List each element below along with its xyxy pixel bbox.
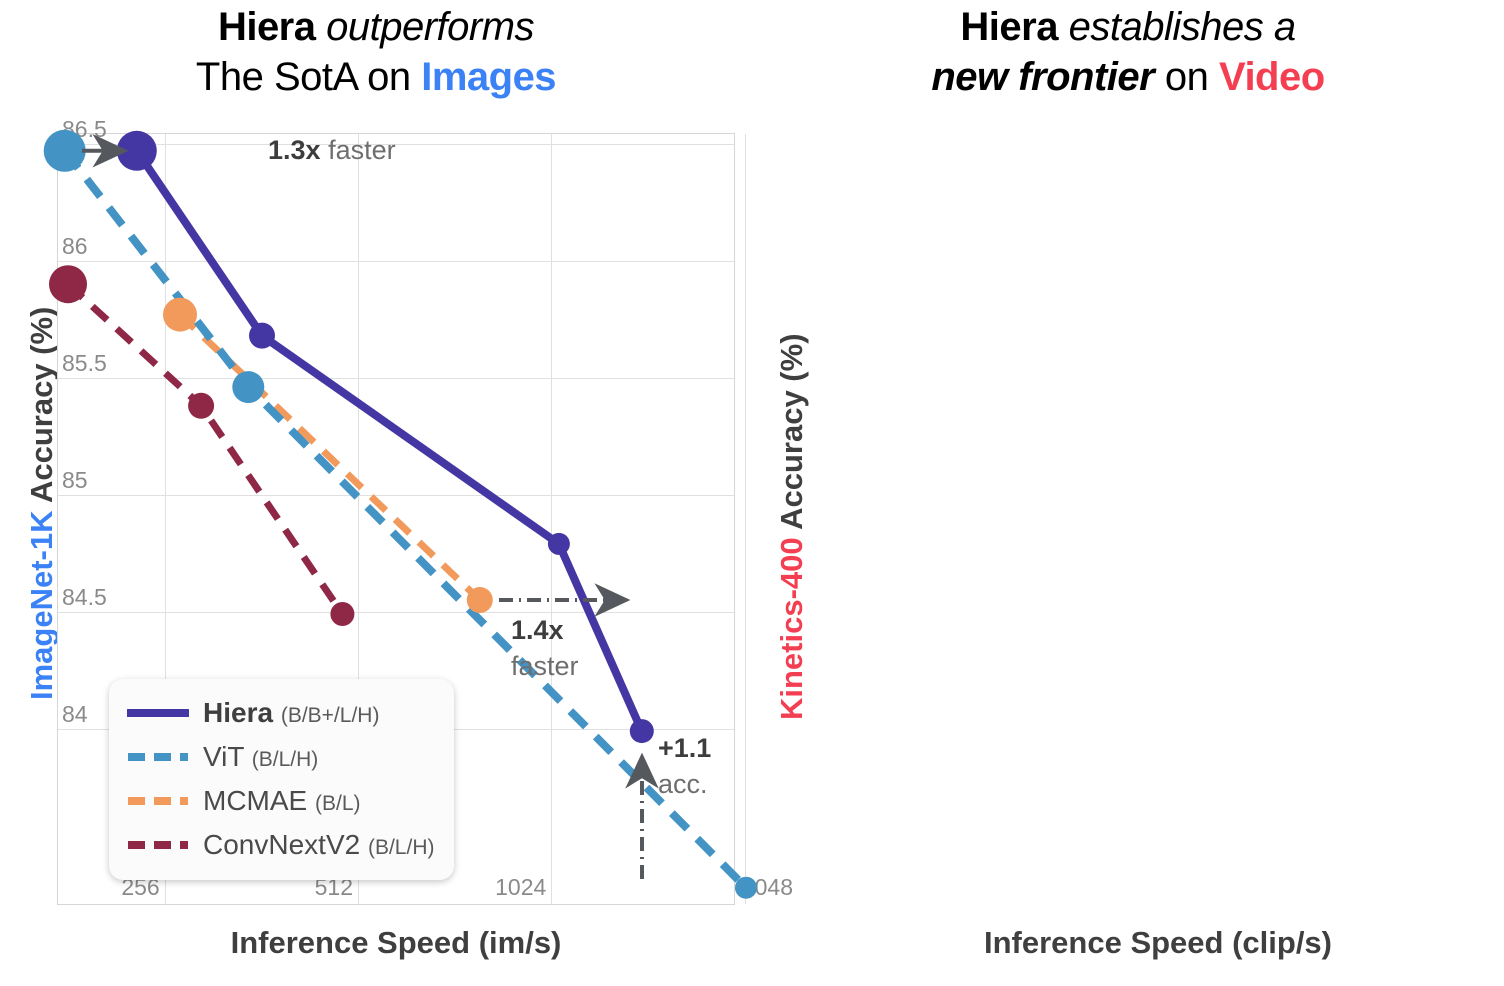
left-legend: Hiera (B/B+/L/H) ViT (B/L/H) [109, 679, 454, 880]
left-title-sota: The SotA on [195, 55, 411, 99]
annotation-1-4x-text: faster [511, 651, 579, 681]
legend-variants-hiera: (B/B+/L/H) [280, 704, 380, 727]
gridline-v [744, 134, 746, 904]
legend-name-convnextv2: ConvNextV2 [203, 829, 361, 860]
left-series-layer [43, 129, 757, 899]
series-line-hiera [132, 146, 646, 736]
gridline-v [164, 134, 166, 904]
data-point-mcmae-b [466, 587, 493, 613]
left-chart-title: Hiera outperforms The SotA on Images [0, 2, 752, 102]
y-tick-label: 86 [62, 232, 88, 259]
gridline-h [58, 377, 734, 379]
annotation-1-4x-faster: 1.4x faster [511, 612, 579, 684]
annotation-plus-1-1-acc: +1.1 acc. [658, 730, 711, 802]
annotation-1-3x-value: 1.3x [268, 135, 321, 165]
annotation-1-3x-text: faster [320, 135, 396, 165]
y-tick-label: 85 [62, 466, 88, 493]
right-chart-panel: Hiera establishes a new frontier on Vide… [752, 0, 1504, 986]
right-title-word-establishes: establishes a [1068, 5, 1296, 49]
data-point-convnextv2-b [330, 602, 355, 626]
legend-label-mcmae: MCMAE (B/L) [203, 785, 361, 817]
right-title-word-hiera: Hiera [960, 5, 1058, 49]
annotation-plus-1-1-value: +1.1 [658, 733, 712, 763]
right-y-axis-dataset: Kinetics-400 [774, 537, 809, 720]
legend-variants-mcmae: (B/L) [315, 792, 361, 815]
y-tick-label: 84.5 [62, 583, 107, 610]
data-point-hiera-l [249, 322, 275, 349]
right-title-on: on [1164, 55, 1209, 99]
legend-name-hiera: Hiera [203, 697, 274, 728]
left-chart-panel: Hiera outperforms The SotA on Images Ima… [0, 2, 793, 960]
right-x-axis-label: Inference Speed (clip/s) [984, 925, 1332, 960]
legend-name-vit: ViT [203, 741, 244, 772]
gridline-h [58, 260, 734, 262]
legend-name-mcmae: MCMAE [203, 785, 308, 816]
y-tick-label: 84 [62, 700, 88, 727]
right-title-new-frontier: new frontier [931, 55, 1155, 99]
data-point-hiera-h [116, 130, 157, 171]
data-point-vit-h [43, 129, 86, 172]
data-point-mcmae-l [163, 297, 197, 332]
data-point-vit-l [232, 371, 265, 404]
data-point-hiera-bplus [547, 532, 570, 555]
left-y-axis-dataset: ImageNet-1K [24, 510, 59, 701]
legend-variants-convnextv2: (B/L/H) [367, 836, 435, 859]
legend-swatch-hiera [124, 702, 192, 724]
gridline-v [551, 134, 553, 904]
right-title-video: Video [1218, 55, 1325, 99]
data-point-vit-b [735, 876, 757, 899]
left-y-axis-metric: Accuracy (%) [24, 306, 59, 511]
legend-swatch-mcmae [127, 790, 189, 812]
legend-item-mcmae[interactable]: MCMAE (B/L) [127, 779, 434, 823]
legend-swatch-convnextv2 [127, 834, 189, 856]
legend-label-convnextv2: ConvNextV2 (B/L/H) [203, 829, 434, 861]
legend-variants-vit: (B/L/H) [251, 748, 319, 771]
right-chart-title: Hiera establishes a new frontier on Vide… [752, 2, 1504, 102]
left-x-axis-label: Inference Speed (im/s) [230, 925, 562, 960]
gridline-v [358, 134, 359, 904]
gridline-h [58, 611, 734, 613]
x-tick-label: 1024 [495, 874, 547, 900]
left-plot-area: 86.5 86 85.5 85 84.5 84 256 512 1024 204… [43, 116, 793, 905]
left-title-word-hiera: Hiera [217, 5, 316, 49]
left-y-axis-label: ImageNet-1K Accuracy (%) [24, 307, 60, 700]
legend-item-convnextv2[interactable]: ConvNextV2 (B/L/H) [127, 823, 434, 867]
legend-item-hiera[interactable]: Hiera (B/B+/L/H) [124, 691, 434, 735]
gridline-h [58, 494, 734, 496]
right-y-axis-label: Kinetics-400 Accuracy (%) [774, 333, 810, 720]
annotation-1-3x-faster: 1.3x faster [268, 134, 396, 167]
y-tick-label: 85.5 [62, 349, 107, 376]
annotation-1-4x-value: 1.4x [511, 615, 564, 645]
data-point-hiera-b [629, 719, 654, 744]
annotation-plus-1-1-text: acc. [658, 769, 708, 799]
legend-label-hiera: Hiera (B/B+/L/H) [203, 697, 379, 729]
legend-item-vit[interactable]: ViT (B/L/H) [127, 735, 434, 779]
left-title-word-outperforms: outperforms [326, 5, 535, 49]
right-y-axis-metric: Accuracy (%) [774, 333, 809, 538]
data-point-convnextv2-h [49, 265, 87, 304]
data-point-convnextv2-l [188, 392, 215, 419]
legend-swatch-vit [127, 746, 189, 768]
left-title-images: Images [421, 55, 557, 99]
legend-label-vit: ViT (B/L/H) [203, 741, 318, 773]
gridline-h [58, 143, 734, 145]
